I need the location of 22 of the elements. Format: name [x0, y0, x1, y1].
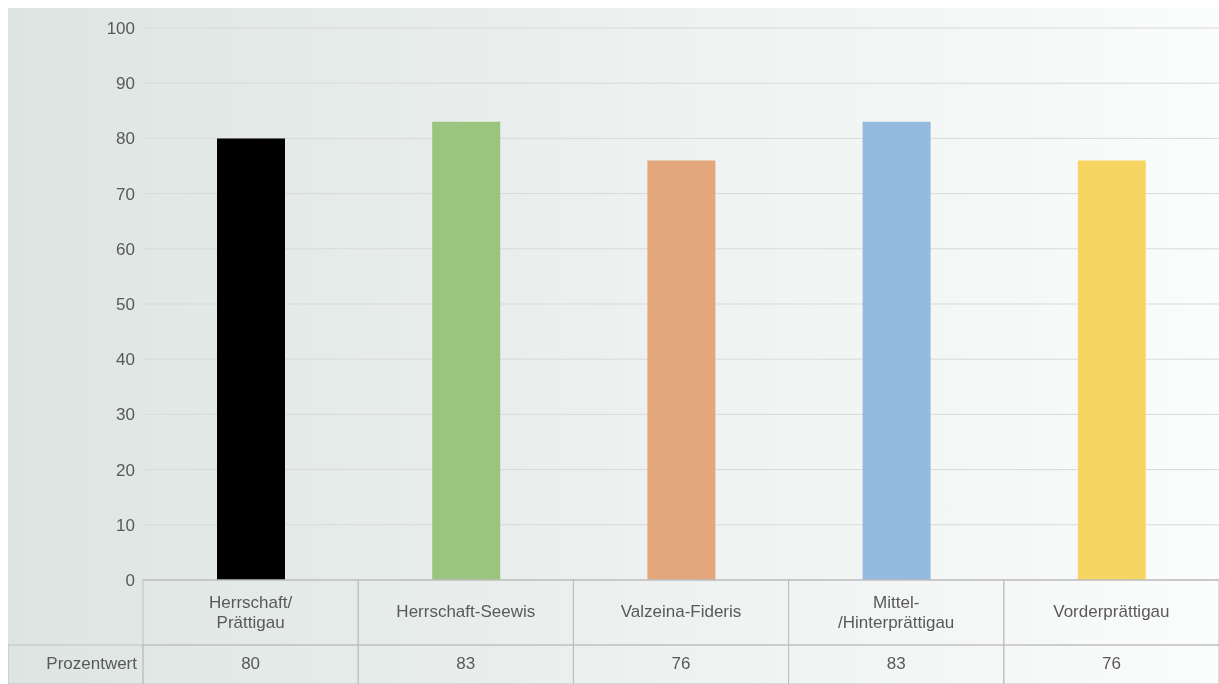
y-tick-label: 30	[116, 405, 135, 425]
y-tick-label: 50	[116, 295, 135, 315]
y-tick-label: 100	[106, 19, 135, 39]
x-tick-label: Herrschaft/ Prättigau	[209, 593, 293, 633]
y-tick-label: 60	[116, 239, 135, 259]
data-label: 80	[241, 654, 261, 674]
x-tick-label: Vorderprättigau	[1053, 602, 1170, 622]
x-tick-label: Mittel- /Hinterprättigau	[838, 593, 955, 633]
y-tick-label: 10	[116, 515, 135, 535]
data-label: 76	[1101, 654, 1121, 674]
y-tick-label: 0	[125, 571, 135, 591]
y-tick-label: 80	[116, 129, 135, 149]
data-label: 83	[886, 654, 906, 674]
x-tick-label: Valzeina-Fideris	[620, 602, 742, 622]
data-label: 76	[671, 654, 691, 674]
y-tick-label: 20	[116, 460, 135, 480]
text: Prozentwert	[46, 654, 138, 674]
y-tick-label: 70	[116, 184, 135, 204]
y-tick-label: 90	[116, 74, 135, 94]
data-label: 83	[456, 654, 476, 674]
y-tick-label: 40	[116, 350, 135, 370]
x-tick-label: Herrschaft-Seewis	[396, 602, 536, 622]
